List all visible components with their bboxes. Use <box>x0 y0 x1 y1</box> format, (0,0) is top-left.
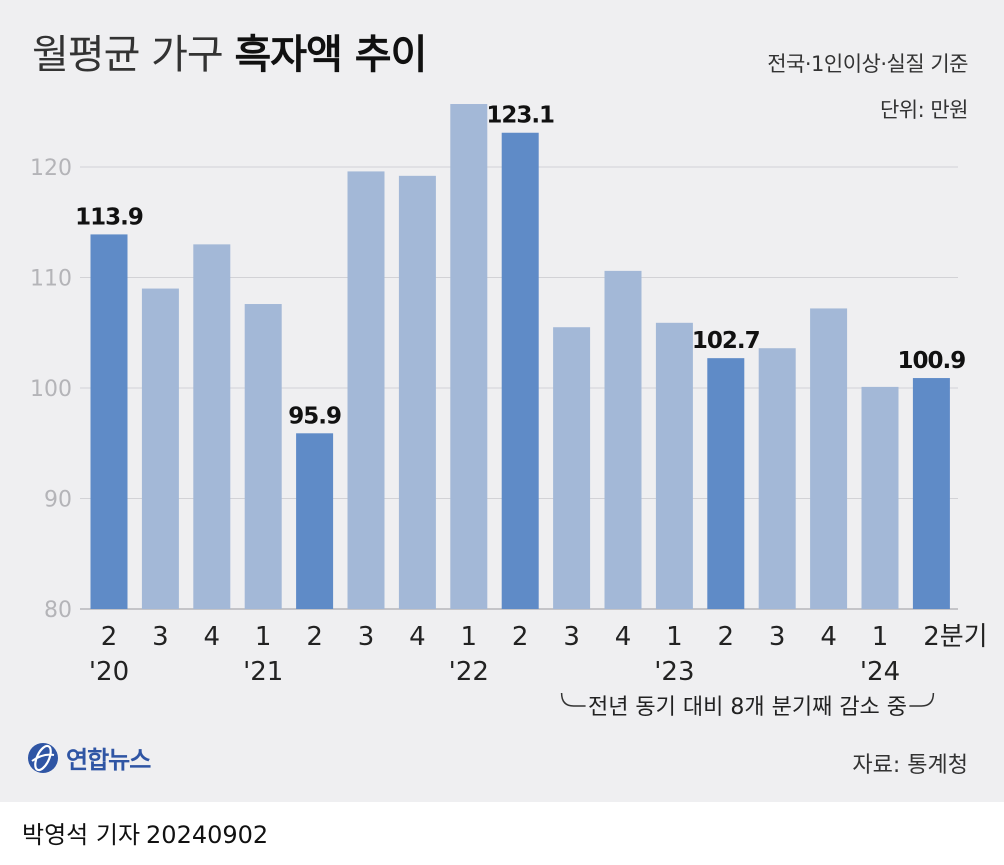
x-tick-label: 4 <box>204 622 221 652</box>
unit-label: 단위: 만원 <box>879 98 969 122</box>
x-tick-label: 2분기 <box>923 622 987 652</box>
data-label: 102.7 <box>692 328 760 354</box>
y-tick-label: 110 <box>30 267 72 292</box>
x-tick-label: 3 <box>769 622 786 652</box>
bar-chart: 80 90 100 110 120 113.9 95.9 123.1 102.7 100.9 2 3… <box>30 103 988 720</box>
yonhap-logo: 연합뉴스 <box>26 740 151 775</box>
x-tick-label: 2 <box>101 622 118 652</box>
x-tick-label: 4 <box>615 622 632 652</box>
y-tick-label: 90 <box>44 488 72 513</box>
bar <box>604 270 642 609</box>
x-tick-label: 1 <box>461 622 478 652</box>
year-label: '21 <box>243 657 283 687</box>
bar <box>244 304 282 609</box>
source-note: 자료: 통계청 <box>852 753 968 778</box>
x-tick-label: 1 <box>872 622 889 652</box>
bar <box>655 322 693 609</box>
x-tick-label: 3 <box>563 622 580 652</box>
y-tick-label: 80 <box>44 598 72 623</box>
x-tick-label: 1 <box>666 622 683 652</box>
bar <box>758 348 796 609</box>
x-tick-label: 3 <box>152 622 169 652</box>
byline-name: 박영석 기자 <box>22 821 141 849</box>
x-tick-label: 4 <box>820 622 837 652</box>
bar <box>90 234 128 609</box>
bars <box>90 104 950 610</box>
data-label: 100.9 <box>898 348 966 374</box>
annotation-bracket-left <box>560 692 586 707</box>
logo-text: 연합뉴스 <box>66 746 151 774</box>
bar <box>450 104 488 609</box>
data-label: 123.1 <box>486 103 554 129</box>
title-bold: 흑자액 추이 <box>234 32 427 78</box>
chart-card: 월평균 가구 흑자액 추이 전국·1인이상·실질 기준 단위: 만원 80 90 1… <box>0 0 1004 802</box>
x-tick-label: 1 <box>255 622 272 652</box>
y-tick-label: 100 <box>30 377 72 402</box>
data-label: 95.9 <box>288 403 341 429</box>
x-tick-label: 2 <box>306 622 323 652</box>
x-tick-label: 3 <box>358 622 375 652</box>
bar <box>347 171 385 610</box>
annotation-bracket-right <box>909 692 935 707</box>
bar <box>707 358 745 609</box>
year-label: '22 <box>449 657 489 687</box>
year-label: '23 <box>654 657 694 687</box>
title-light: 월평균 가구 <box>32 32 224 78</box>
y-tick-label: 120 <box>30 156 72 181</box>
bar <box>553 327 591 609</box>
x-tick-label: 2 <box>512 622 529 652</box>
year-label: '24 <box>860 657 900 687</box>
labels: 113.9 95.9 123.1 102.7 100.9 2 3 4 1 2 3 4 1 2 3 4 1 2 3 4 1… <box>75 103 987 720</box>
bar <box>810 308 848 609</box>
x-tick-label: 2 <box>718 622 735 652</box>
year-label: '20 <box>89 657 129 687</box>
annotation-text: 전년 동기 대비 8개 분기째 감소 중 <box>588 695 907 720</box>
chart-subtitle: 전국·1인이상·실질 기준 <box>767 52 968 76</box>
bar <box>912 378 950 609</box>
bar <box>861 386 899 609</box>
byline-date: 20240902 <box>146 821 269 849</box>
yonhap-globe-icon <box>28 742 58 773</box>
bar <box>398 175 436 609</box>
data-label: 113.9 <box>75 204 143 230</box>
x-tick-label: 4 <box>409 622 426 652</box>
bar <box>296 433 334 609</box>
bar <box>141 288 179 609</box>
bar <box>193 244 231 609</box>
bar <box>501 132 539 609</box>
chart-title: 월평균 가구 흑자액 추이 <box>32 22 427 80</box>
byline: 박영석 기자 20240902 <box>22 815 268 850</box>
